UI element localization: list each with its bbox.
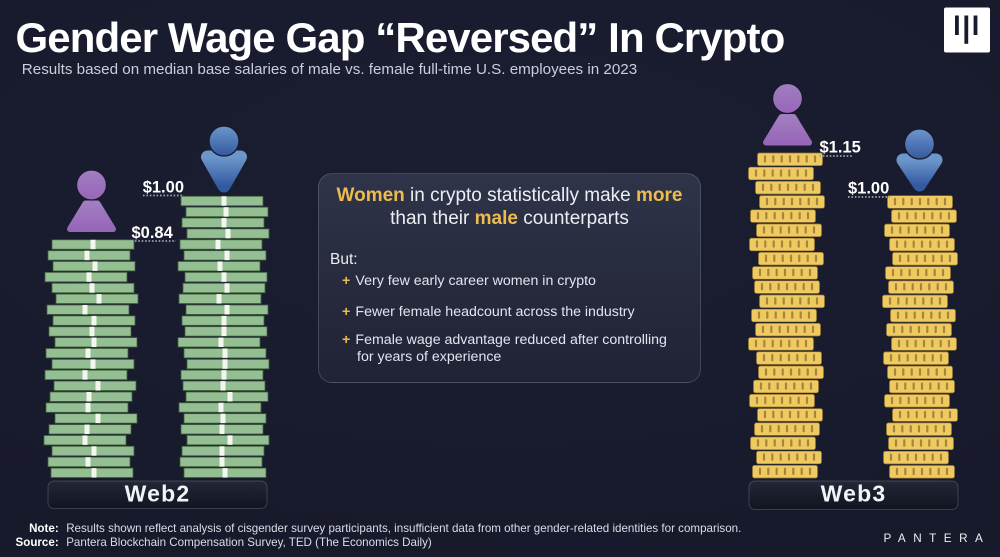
svg-text:Web2: Web2 [125,481,191,507]
svg-text:$0.84: $0.84 [132,224,174,242]
svg-text:$1.15: $1.15 [820,139,861,157]
svg-text:$1.00: $1.00 [848,180,889,198]
svg-text:$1.00: $1.00 [143,179,184,197]
svg-text:Web3: Web3 [821,481,887,507]
